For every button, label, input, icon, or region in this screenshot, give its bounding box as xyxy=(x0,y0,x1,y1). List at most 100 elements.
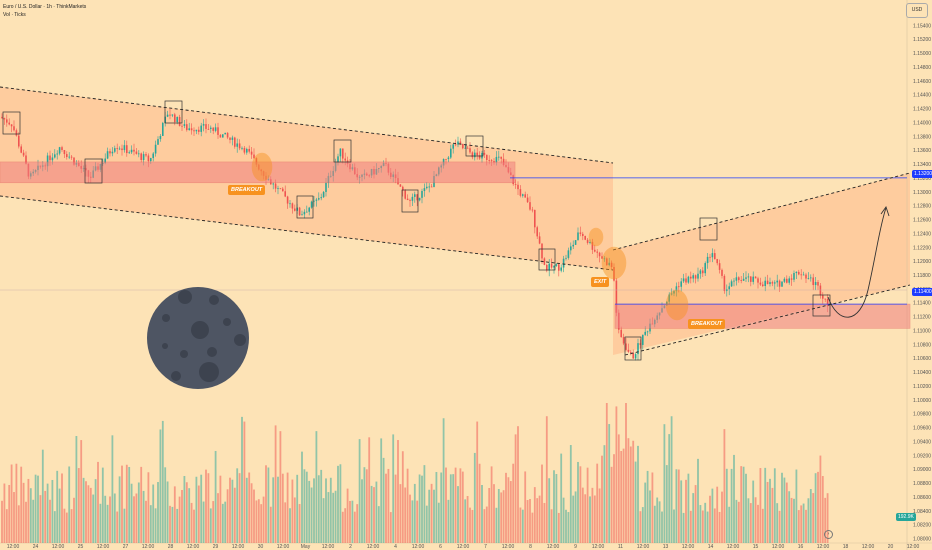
volume-bar xyxy=(32,499,35,543)
volume-bar xyxy=(269,506,272,543)
volume-bar xyxy=(473,452,476,543)
highlight-circle xyxy=(588,227,604,247)
volume-bar xyxy=(445,467,447,543)
candle-body xyxy=(231,137,234,140)
y-tick-label: 1.12000 xyxy=(913,259,931,265)
candle-body xyxy=(248,148,250,152)
candle-body xyxy=(790,278,793,280)
volume-bar xyxy=(658,501,661,543)
candle-body xyxy=(246,148,248,153)
volume-bar xyxy=(418,474,421,543)
candle-body xyxy=(282,188,284,192)
candle-body xyxy=(548,263,550,271)
volume-bar xyxy=(718,511,721,543)
currency-button[interactable]: USD xyxy=(906,3,928,18)
volume-bar xyxy=(507,477,510,543)
y-tick-label: 1.13000 xyxy=(913,190,931,196)
candle-body xyxy=(476,152,478,156)
volume-bar xyxy=(761,508,764,543)
volume-bar xyxy=(521,509,524,543)
volume-layer xyxy=(1,403,829,543)
volume-bar xyxy=(248,472,251,543)
x-tick-label: 13 xyxy=(663,544,669,550)
candle-body xyxy=(118,148,121,150)
volume-bar xyxy=(101,467,104,543)
moon-crater xyxy=(180,350,188,358)
y-tick-label: 1.09400 xyxy=(913,439,931,445)
candle-body xyxy=(416,194,418,201)
volume-bar xyxy=(315,431,318,543)
candle-body xyxy=(452,144,454,149)
resistance-price-tag: 1.13200 xyxy=(912,170,932,178)
candle-body xyxy=(565,257,567,259)
candle-body xyxy=(680,281,682,287)
volume-bar xyxy=(277,476,279,543)
candle-body xyxy=(716,259,718,264)
volume-bar xyxy=(548,478,551,543)
y-tick-label: 1.13600 xyxy=(913,148,931,154)
volume-bar xyxy=(411,500,414,543)
volume-bar xyxy=(757,504,759,543)
moon-crater xyxy=(162,343,168,349)
moon-crater xyxy=(171,371,181,381)
volume-bar xyxy=(161,420,164,543)
candle-body xyxy=(514,184,517,185)
candle-body xyxy=(697,273,699,279)
volume-bar xyxy=(15,463,18,543)
candle-body xyxy=(517,184,519,190)
volume-bar xyxy=(785,482,788,543)
volume-bar xyxy=(550,509,553,543)
volume-bar xyxy=(253,489,255,543)
candle-body xyxy=(550,263,553,268)
candle-body xyxy=(154,144,157,154)
volume-bar xyxy=(646,470,649,543)
volume-bar xyxy=(752,480,755,543)
volume-bar xyxy=(452,474,455,543)
volume-bar xyxy=(332,492,335,543)
volume-bar xyxy=(1,500,3,543)
candle-body xyxy=(536,227,538,237)
drawing-layer xyxy=(0,86,911,389)
candle-body xyxy=(140,153,142,160)
volume-bar xyxy=(641,507,644,543)
highlight-box xyxy=(2,111,21,135)
candle-body xyxy=(193,130,195,132)
volume-bar xyxy=(685,479,687,543)
candle-body xyxy=(711,253,714,258)
volume-bar xyxy=(754,497,757,543)
candle-body xyxy=(339,148,342,157)
volume-bar xyxy=(622,448,625,543)
candle-body xyxy=(150,158,152,162)
volume-bar xyxy=(603,445,606,543)
candle-body xyxy=(625,343,627,350)
volume-bar xyxy=(197,485,200,543)
volume-bar xyxy=(65,512,68,543)
volume-bar xyxy=(493,484,495,543)
highlight-box xyxy=(465,135,484,157)
volume-bar xyxy=(721,491,723,543)
candle-body xyxy=(606,258,608,266)
scroll-to-realtime-icon[interactable]: › xyxy=(824,530,833,539)
candle-body xyxy=(56,153,58,155)
y-tick-label: 1.10000 xyxy=(913,398,931,404)
x-tick-label: 12:00 xyxy=(457,544,470,550)
candle-body xyxy=(63,149,66,155)
volume-bar xyxy=(149,505,152,543)
volume-bar xyxy=(286,472,289,543)
volume-bar xyxy=(781,472,783,543)
volume-bar xyxy=(346,488,349,543)
candle-body xyxy=(762,284,764,286)
candle-body xyxy=(613,266,615,281)
candle-body xyxy=(603,258,606,260)
candle-body xyxy=(721,269,723,276)
volume-bar xyxy=(536,498,539,543)
x-tick-label: 15 xyxy=(753,544,759,550)
volume-bar xyxy=(56,470,59,543)
volume-bar xyxy=(677,469,680,543)
x-tick-label: 12:00 xyxy=(727,544,740,550)
x-tick-label: May xyxy=(301,544,311,550)
volume-bar xyxy=(238,473,241,543)
candle-body xyxy=(222,134,224,138)
candle-body xyxy=(342,148,344,159)
